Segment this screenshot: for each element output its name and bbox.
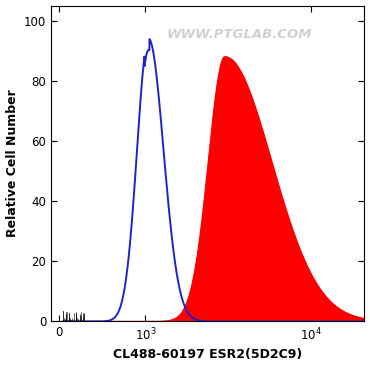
X-axis label: CL488-60197 ESR2(5D2C9): CL488-60197 ESR2(5D2C9) <box>113 348 302 361</box>
Text: WWW.PTGLAB.COM: WWW.PTGLAB.COM <box>166 28 312 41</box>
Y-axis label: Relative Cell Number: Relative Cell Number <box>6 90 18 237</box>
